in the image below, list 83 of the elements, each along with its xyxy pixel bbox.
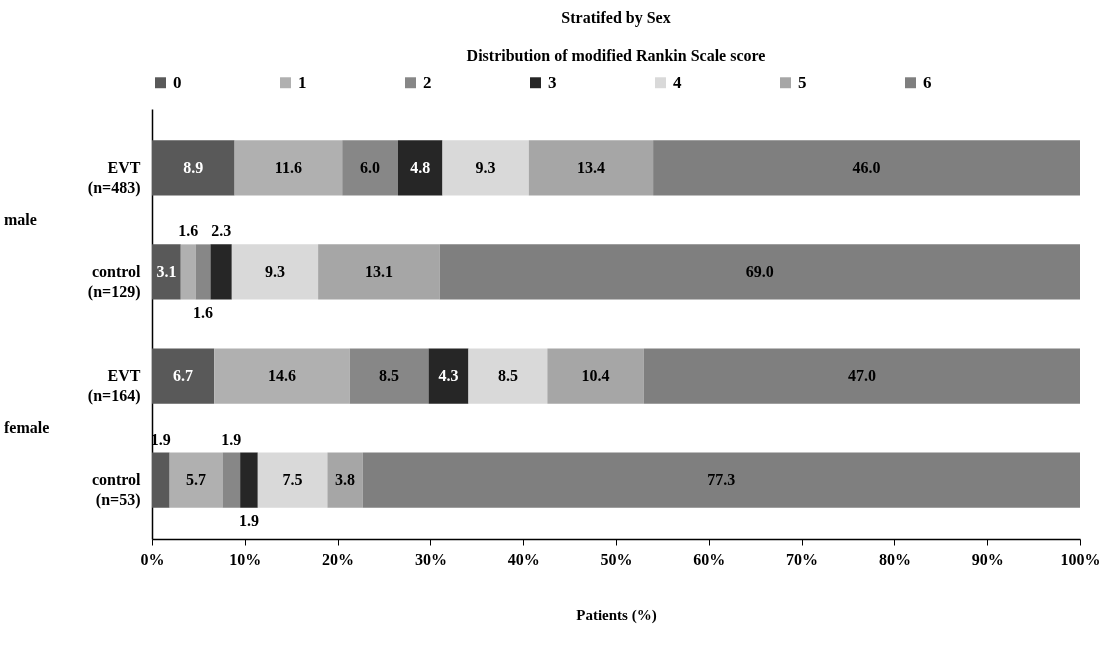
bar [439,244,1080,300]
bar [318,244,440,300]
x-tick-label: 10% [229,550,262,568]
y-tick-label: EVT (n=483) [87,158,141,197]
chart-title: Stratifed by Sex [561,9,671,27]
legend-label: 6 [923,72,932,92]
x-tick-label: 30% [414,550,447,568]
data-label: 8.5 [497,367,518,385]
data-label: 13.1 [364,262,393,280]
bar [152,452,170,508]
data-label: 1.9 [238,511,259,529]
bar [152,140,235,196]
data-label: 69.0 [745,262,774,280]
bar [231,244,319,300]
x-tick-label: 0% [140,550,165,568]
data-label: 46.0 [852,158,881,176]
bar [152,348,215,404]
legend-label: 5 [798,72,807,92]
bar [653,140,1080,196]
x-tick-label: 90% [971,550,1004,568]
bar [349,348,429,404]
data-label: 2.3 [211,222,232,240]
bar [468,348,548,404]
data-label: 4.3 [438,367,459,385]
bar [257,452,328,508]
legend-label: 0 [173,72,182,92]
data-label: 14.6 [267,367,296,385]
y-tick-label: control (n=53) [91,471,142,510]
bar [397,140,443,196]
x-tick-label: 100% [1060,550,1101,568]
data-label: 8.5 [379,367,400,385]
chart-subtitle: Distribution of modified Rankin Scale score [466,47,766,64]
data-label: 1.9 [150,430,171,448]
x-tick-label: 50% [600,550,633,568]
data-label: 3.1 [156,262,177,280]
data-label: 5.7 [186,471,207,489]
legend-label: 4 [673,72,682,92]
data-label: 6.0 [360,158,381,176]
bar [342,140,398,196]
bar [152,244,181,300]
data-label: 9.3 [264,262,285,280]
data-label: 9.3 [475,158,496,176]
bar [234,140,343,196]
text: female [4,419,50,437]
legend-label: 2 [423,72,432,92]
bar [210,244,232,300]
x-tick-label: 40% [507,550,540,568]
bar [327,452,363,508]
data-label: 8.9 [183,158,204,176]
data-label: 47.0 [847,367,876,385]
data-label: 1.6 [193,303,214,321]
data-label: 7.5 [282,471,303,489]
bar [442,140,529,196]
bar [214,348,350,404]
text: male [4,210,37,228]
bar [547,348,644,404]
legend-label: 1 [298,72,307,92]
data-label: 11.6 [274,158,302,176]
data-label: 13.4 [576,158,605,176]
x-tick-label: 60% [693,550,726,568]
x-tick-label: 80% [878,550,911,568]
bar [240,452,258,508]
data-label: 77.3 [707,471,736,489]
bar [362,452,1080,508]
data-label: 4.8 [410,158,431,176]
bar [195,244,211,300]
bar [180,244,196,300]
bar [528,140,654,196]
y-tick-label: control (n=129) [87,262,142,301]
bar [222,452,241,508]
bar [643,348,1080,404]
legend-label: 3 [548,72,557,92]
data-label: 6.7 [173,367,194,385]
data-label: 1.9 [221,430,242,448]
data-label: 1.6 [178,222,199,240]
x-axis-title: Patients (%) [576,606,657,624]
bar [428,348,469,404]
x-tick-label: 70% [786,550,819,568]
data-label: 3.8 [335,471,356,489]
x-tick-label: 20% [322,550,355,568]
data-label: 10.4 [581,367,610,385]
y-tick-label: EVT (n=164) [87,367,141,406]
bar [169,452,223,508]
